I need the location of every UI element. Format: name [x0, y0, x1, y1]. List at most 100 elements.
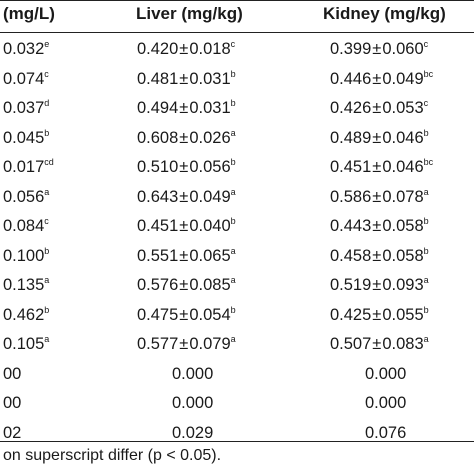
column-header-liver: Liver (mg/kg)	[136, 4, 243, 23]
cell-liver: 0.420±0.018c	[137, 40, 235, 59]
cell-value: 0.074	[3, 69, 45, 88]
cell-value: 00	[3, 364, 22, 383]
header-rule	[0, 32, 474, 33]
plus-minus-sign: ±	[372, 128, 382, 147]
significance-superscript: b	[230, 216, 236, 226]
significance-superscript: bc	[423, 68, 434, 79]
cell-error: 0.049	[189, 187, 231, 206]
plus-minus-sign: ±	[372, 335, 382, 353]
plus-minus-sign: ±	[372, 40, 382, 58]
cell-error: 0.083	[382, 335, 424, 353]
cell-mean: 0.510	[137, 158, 179, 176]
table-footnote: on superscript differ (p < 0.05).	[3, 447, 222, 464]
cell-error: 0.079	[189, 335, 231, 353]
table-row: 0.135a 0.576±0.085a 0.519±0.093a	[0, 272, 474, 302]
table-row: 0.084c 0.451±0.040b 0.443±0.058b	[0, 213, 474, 243]
significance-superscript: b	[423, 245, 429, 256]
cell-mean: 0.586	[330, 187, 372, 206]
cell-mean: 0.481	[137, 69, 179, 88]
cell-error: 0.058	[382, 217, 424, 235]
significance-superscript: b	[44, 245, 50, 256]
cell-kidney: 0.458±0.058b	[330, 245, 429, 266]
table-row: 02 0.029 0.076	[0, 420, 474, 450]
cell-concentration: 0.032e	[3, 40, 49, 59]
cell-mean: 0.443	[330, 217, 372, 235]
plus-minus-sign: ±	[179, 335, 189, 353]
cell-concentration: 00	[3, 365, 21, 384]
cell-liver: 0.608±0.026a	[137, 128, 236, 148]
table-row: 0.074c 0.481±0.031b 0.446±0.049bc	[0, 66, 474, 96]
plus-minus-sign: ±	[179, 128, 189, 147]
cell-mean: 0.494	[137, 99, 179, 117]
cell-liver: 0.576±0.085a	[137, 276, 236, 295]
cell-mean: 0.000	[365, 364, 407, 383]
cell-kidney: 0.399±0.060c	[330, 40, 428, 59]
cell-kidney: 0.443±0.058b	[330, 217, 429, 236]
cell-value: 0.462	[3, 305, 45, 324]
cell-mean: 0.577	[137, 335, 179, 353]
cell-concentration: 0.105a	[3, 335, 49, 354]
cell-kidney: 0.507±0.083a	[330, 335, 429, 354]
significance-superscript: c	[44, 68, 49, 79]
cell-mean: 0.576	[137, 276, 179, 294]
plus-minus-sign: ±	[372, 305, 382, 324]
significance-superscript: a	[230, 186, 236, 197]
significance-superscript: b	[44, 127, 50, 138]
plus-minus-sign: ±	[372, 158, 382, 176]
cell-value: 0.100	[3, 246, 45, 265]
cell-liver: 0.643±0.049a	[137, 186, 236, 207]
plus-minus-sign: ±	[372, 187, 382, 206]
cell-error: 0.018	[189, 40, 231, 58]
column-header-kidney: Kidney (mg/kg)	[323, 4, 446, 23]
significance-superscript: a	[230, 334, 236, 344]
cell-liver: 0.475±0.054b	[137, 305, 236, 325]
cell-kidney: 0.489±0.046b	[330, 127, 429, 148]
cell-mean: 0.425	[330, 305, 372, 324]
cell-kidney: 0.446±0.049bc	[330, 68, 434, 89]
cell-value: 0.084	[3, 217, 45, 235]
cell-error: 0.046	[382, 128, 424, 147]
cell-error: 0.065	[189, 246, 231, 265]
cell-value: 0.017	[3, 158, 45, 176]
significance-superscript: a	[230, 245, 236, 256]
cell-kidney: 0.519±0.093a	[330, 276, 429, 295]
table-row: 0.045b 0.608±0.026a 0.489±0.046b	[0, 125, 474, 155]
cell-error: 0.046	[382, 158, 424, 176]
cell-kidney: 0.000	[365, 394, 406, 413]
cell-concentration: 0.074c	[3, 68, 49, 89]
table-row: 0.032e 0.420±0.018c 0.399±0.060c	[0, 36, 474, 66]
cell-error: 0.031	[189, 99, 231, 117]
cell-concentration: 00	[3, 394, 21, 413]
cell-concentration: 02	[3, 424, 21, 443]
cell-mean: 0.507	[330, 335, 372, 353]
plus-minus-sign: ±	[372, 217, 382, 235]
cell-value: 0.056	[3, 187, 45, 206]
cell-mean: 0.551	[137, 246, 179, 265]
cell-liver: 0.000	[172, 365, 213, 384]
significance-superscript: a	[423, 334, 429, 344]
cell-mean: 0.000	[172, 394, 214, 412]
significance-superscript: b	[423, 127, 429, 138]
plus-minus-sign: ±	[372, 246, 382, 265]
plus-minus-sign: ±	[179, 40, 189, 58]
cell-concentration: 0.045b	[3, 127, 50, 148]
cell-value: 0.045	[3, 128, 45, 147]
cell-error: 0.040	[189, 217, 231, 235]
cell-value: 00	[3, 394, 22, 412]
cell-liver: 0.510±0.056b	[137, 158, 236, 177]
cell-liver: 0.029	[172, 424, 213, 443]
cell-mean: 0.489	[330, 128, 372, 147]
cell-mean: 0.076	[365, 423, 407, 442]
significance-superscript: b	[230, 68, 236, 79]
plus-minus-sign: ±	[372, 69, 382, 88]
cell-error: 0.026	[189, 128, 231, 147]
cell-kidney: 0.426±0.053c	[330, 99, 428, 118]
table-body: 0.032e 0.420±0.018c 0.399±0.060c 0.074c 0.48…	[0, 36, 474, 449]
cell-mean: 0.608	[137, 128, 179, 147]
cell-mean: 0.399	[330, 40, 372, 58]
plus-minus-sign: ±	[179, 158, 189, 176]
cell-value: 0.032	[3, 40, 45, 58]
significance-superscript: c	[44, 216, 49, 226]
cell-concentration: 0.462b	[3, 305, 49, 325]
cell-error: 0.058	[382, 246, 424, 265]
